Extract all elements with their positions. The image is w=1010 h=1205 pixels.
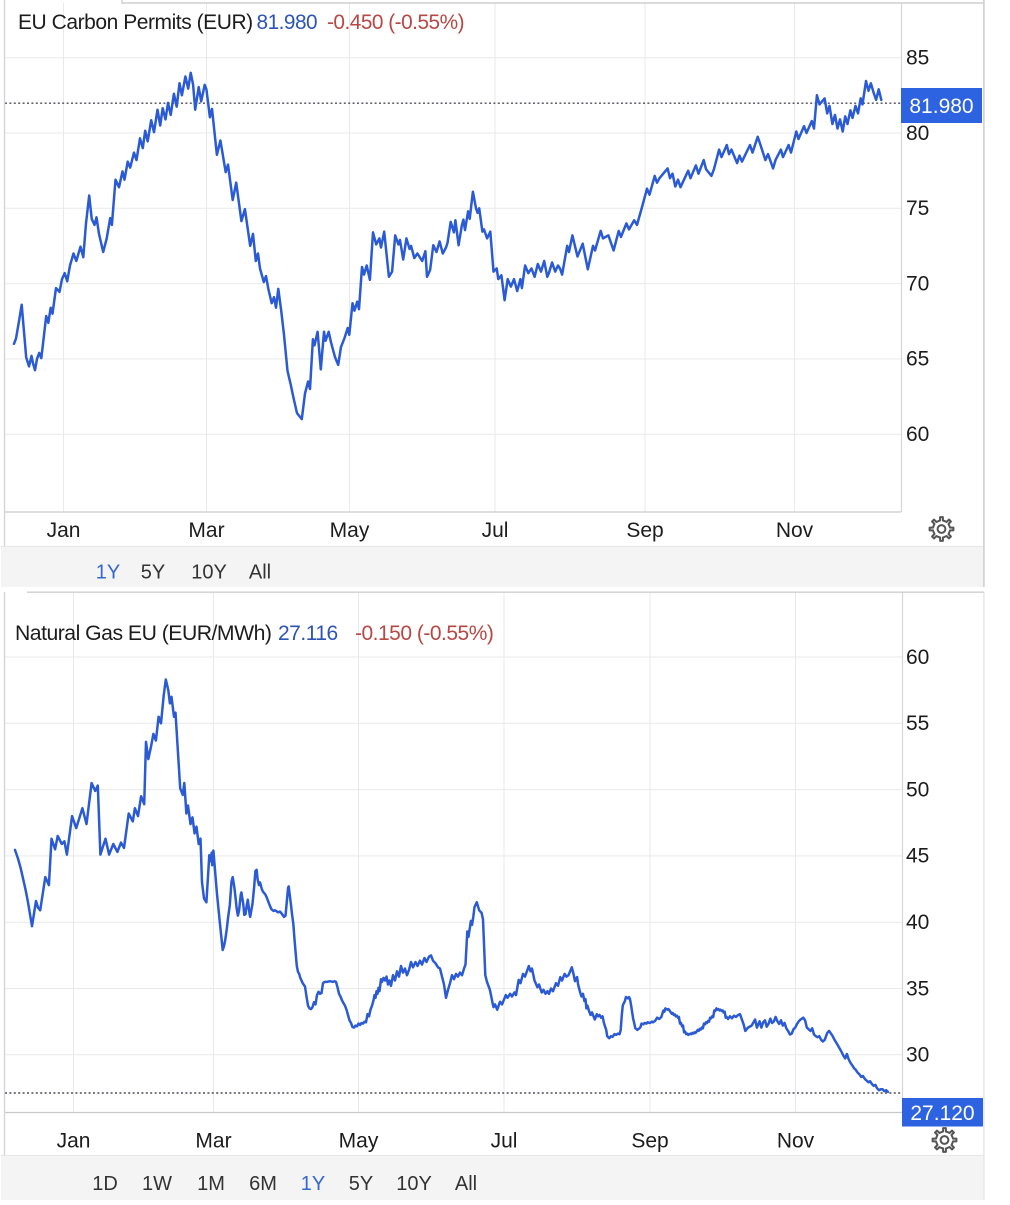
svg-text:All: All (455, 1173, 477, 1195)
svg-text:40: 40 (906, 911, 929, 934)
svg-text:May: May (330, 519, 370, 542)
svg-text:10Y: 10Y (396, 1173, 432, 1195)
svg-text:30: 30 (906, 1044, 929, 1067)
svg-text:55: 55 (906, 712, 929, 735)
svg-text:85: 85 (906, 47, 929, 70)
svg-text:5Y: 5Y (141, 562, 165, 584)
svg-text:Sep: Sep (626, 519, 663, 542)
svg-text:Jan: Jan (57, 1130, 91, 1153)
svg-text:Mar: Mar (188, 519, 224, 542)
svg-text:1Y: 1Y (301, 1173, 325, 1195)
svg-text:80: 80 (906, 122, 929, 145)
svg-text:5Y: 5Y (349, 1173, 373, 1195)
svg-text:-0.450 (-0.55%): -0.450 (-0.55%) (327, 11, 464, 34)
svg-text:Mar: Mar (195, 1130, 231, 1153)
svg-text:1M: 1M (197, 1173, 225, 1195)
svg-text:81.980: 81.980 (909, 95, 973, 118)
svg-text:65: 65 (906, 348, 929, 371)
svg-text:1D: 1D (92, 1173, 118, 1195)
svg-text:60: 60 (906, 423, 929, 446)
svg-text:6M: 6M (249, 1173, 277, 1195)
svg-text:Jul: Jul (482, 519, 509, 542)
svg-text:Nov: Nov (776, 519, 814, 542)
svg-text:EU Carbon Permits (EUR): EU Carbon Permits (EUR) (18, 11, 253, 34)
svg-text:81.980: 81.980 (257, 11, 318, 34)
svg-text:Sep: Sep (631, 1130, 668, 1153)
svg-text:1W: 1W (142, 1173, 172, 1195)
svg-text:-0.150 (-0.55%): -0.150 (-0.55%) (355, 622, 493, 645)
svg-text:60: 60 (906, 646, 929, 669)
svg-text:75: 75 (906, 197, 929, 220)
svg-text:35: 35 (906, 977, 929, 1000)
svg-text:1Y: 1Y (96, 562, 120, 584)
svg-text:May: May (339, 1130, 379, 1153)
svg-text:Jan: Jan (47, 519, 81, 542)
svg-text:70: 70 (906, 272, 929, 295)
svg-text:50: 50 (906, 778, 929, 801)
svg-text:27.120: 27.120 (910, 1102, 974, 1125)
svg-text:All: All (249, 562, 271, 584)
svg-text:45: 45 (906, 845, 929, 868)
svg-text:10Y: 10Y (191, 562, 227, 584)
svg-text:Jul: Jul (491, 1130, 518, 1153)
svg-text:Nov: Nov (777, 1130, 815, 1153)
svg-text:27.116: 27.116 (278, 622, 338, 645)
svg-text:Natural Gas EU (EUR/MWh): Natural Gas EU (EUR/MWh) (15, 622, 271, 645)
